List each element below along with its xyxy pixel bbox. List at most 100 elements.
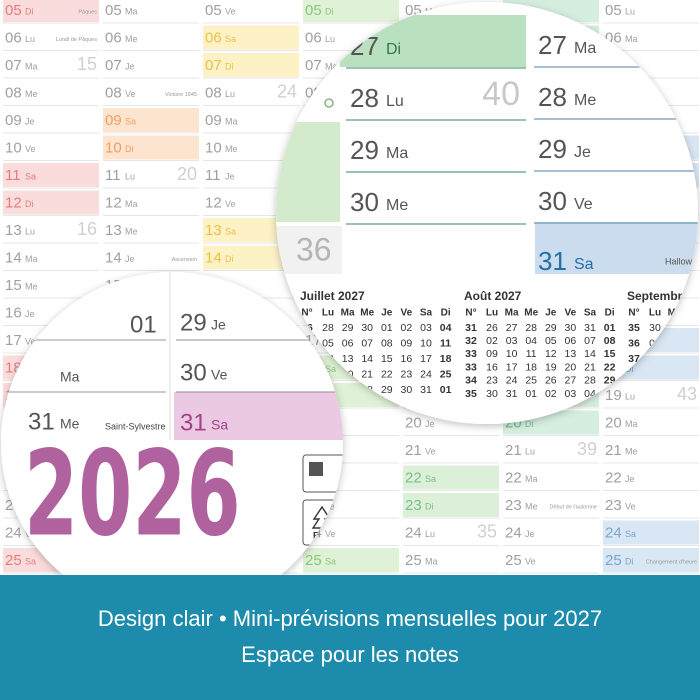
day-note: Lundi de Pâques [56, 37, 98, 43]
day-note: Victoire 1945 [165, 92, 197, 98]
mini-day: 06 [342, 337, 354, 349]
weekend-row [603, 520, 699, 545]
day-number: 24 [5, 524, 22, 541]
zoom-2027: 27 Di 28 Lu 29 Ma 30 Me 40 36 27 Ma 28 Me 29 Je 30 Ve 31 Sa… [276, 2, 698, 424]
mini-day: 17 [420, 353, 432, 365]
mini-header: Ma [341, 308, 355, 319]
mini-header: Lu [322, 308, 334, 319]
weekday: Sa [25, 171, 36, 181]
weekday: Sa [625, 529, 636, 539]
week-block-label: 36 [296, 231, 332, 267]
weekday: Lu [325, 34, 335, 44]
weekday: Me [625, 446, 638, 456]
day-number: 13 [105, 222, 122, 239]
weekday: Ve [425, 446, 436, 456]
weekday: Sa [574, 256, 594, 273]
year: 2026 [24, 425, 241, 563]
day-number: 12 [105, 194, 122, 211]
day-number: 22 [505, 469, 522, 486]
day-number: 21 [505, 442, 522, 459]
day-note: Pâques [78, 9, 97, 15]
mini-day: 30 [649, 322, 661, 334]
mini-day: 26 [545, 375, 557, 387]
day-number: 31 [28, 408, 55, 435]
mini-day: 30 [565, 322, 577, 334]
weekday: Di [25, 6, 34, 16]
weekday: Lu [25, 34, 35, 44]
day-number: 09 [5, 112, 22, 129]
day-number: 30 [538, 186, 567, 216]
weekend-row [203, 25, 299, 50]
day-note: Ascension [172, 257, 197, 263]
weekday: Lu [386, 93, 404, 110]
day-number: 08 [105, 84, 122, 101]
weekday: Je [211, 317, 226, 333]
day-number: 11 [105, 167, 121, 184]
weekday: Ve [225, 6, 236, 16]
mini-day: 33 [465, 348, 477, 360]
day-number: 10 [205, 139, 222, 156]
mini-header: Ve [401, 308, 413, 319]
mini-day: 29 [342, 322, 354, 334]
weekday: Di [225, 254, 234, 264]
week-number: 39 [577, 439, 597, 459]
weekday: Lu [625, 6, 635, 16]
weekday: Di [386, 41, 401, 58]
day-number: 25 [605, 552, 622, 569]
day-number: 08 [205, 84, 222, 101]
day-number: 06 [205, 29, 222, 46]
mini-header: Di [605, 308, 615, 319]
weekday: Sa [425, 474, 436, 484]
mini-day: 07 [361, 337, 373, 349]
mini-day: 04 [584, 388, 596, 400]
day-number: 28 [538, 82, 567, 112]
mini-day: 18 [440, 353, 452, 365]
mini-day: 14 [584, 348, 596, 360]
day-number: 15 [5, 277, 22, 294]
weekday: Sa [211, 417, 228, 433]
weekday: Sa [325, 364, 336, 374]
banner-line: Espace pour les notes [241, 642, 459, 667]
mini-day: 25 [525, 375, 537, 387]
mini-day: 06 [565, 335, 577, 347]
weekend-row [103, 135, 199, 160]
day-number: 14 [205, 249, 222, 266]
marker [324, 98, 334, 108]
weekday: Ve [225, 199, 236, 209]
banner [0, 575, 700, 700]
mini-header: Je [381, 308, 393, 319]
mini-day: 01 [440, 384, 452, 396]
mini-day: 31 [584, 322, 596, 334]
weekday: Ma [625, 419, 638, 429]
week-block [276, 226, 342, 274]
mini-header: N° [465, 308, 476, 319]
day-number: 14 [5, 249, 22, 266]
day-number: 22 [405, 469, 422, 486]
weekday: Je [425, 419, 435, 429]
day-number: 29 [180, 309, 207, 336]
mini-day: 13 [342, 353, 354, 365]
day-number: 09 [205, 112, 222, 129]
week-number: 16 [77, 219, 97, 239]
weekend-row [3, 190, 99, 215]
mini-day: 10 [506, 348, 518, 360]
day-number: 05 [105, 2, 122, 19]
weekday: Me [225, 144, 238, 154]
weekday: Ve [25, 144, 36, 154]
mini-day: 23 [486, 375, 498, 387]
weekday: Ma [25, 61, 38, 71]
weekday: Ve [25, 336, 36, 346]
weekday: Di [625, 364, 634, 374]
weekday: Lu [425, 529, 435, 539]
day-number: 10 [105, 139, 122, 156]
day-number: 20 [605, 414, 622, 431]
day-number: 14 [105, 249, 122, 266]
weekday: Di [125, 144, 134, 154]
mini-day: 01 [381, 322, 393, 334]
day-number: 07 [205, 57, 222, 74]
week-number: 40 [482, 75, 520, 113]
day-number: 24 [505, 524, 522, 541]
